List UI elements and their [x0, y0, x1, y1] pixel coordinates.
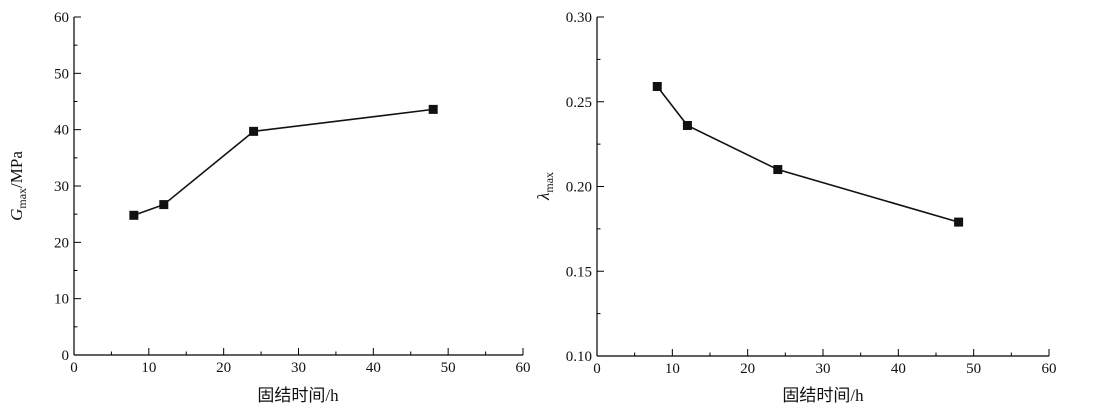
y-axis-subscript-lambda: max [542, 172, 556, 193]
y-axis-title-lambda: λmax [534, 172, 556, 201]
series-line-gmax [133, 108, 434, 217]
y-tick-label-lambda: 0.10 [566, 349, 592, 365]
plot-area-lambda: 0 10 20 30 40 50 60 0.10 0.15 0.20 0.25 0.30 [566, 10, 1057, 377]
x-axis-title-lambda: 固结时间/h [782, 386, 864, 405]
x-tick-label-lambda: 30 [816, 361, 831, 377]
y-axis-title-gmax: Gmax/MPa [7, 151, 29, 221]
data-point-lambda [954, 217, 964, 227]
x-tick-label-gmax: 50 [441, 360, 456, 376]
y-tick-label-gmax: 20 [54, 235, 69, 251]
x-tick-label-gmax: 40 [366, 360, 381, 376]
y-tick-label-gmax: 10 [54, 292, 69, 308]
x-tick-label-gmax: 0 [70, 360, 78, 376]
data-point-lambda [682, 120, 692, 130]
series-line-lambda [656, 86, 959, 223]
data-point-lambda [652, 81, 662, 91]
y-tick-label-gmax: 40 [54, 123, 69, 139]
data-point-gmax [428, 104, 438, 114]
y-tick-label-gmax: 60 [54, 10, 69, 26]
y-tick-label-lambda: 0.30 [566, 10, 592, 26]
y-tick-label-gmax: 50 [54, 66, 69, 82]
x-tick-label-lambda: 40 [891, 361, 906, 377]
data-point-gmax [129, 210, 139, 220]
y-tick-label-lambda: 0.20 [566, 180, 592, 196]
x-tick-label-lambda: 50 [966, 361, 981, 377]
x-axis-title-gmax: 固结时间/h [257, 386, 339, 405]
y-axis-symbol-lambda: λ [534, 193, 553, 201]
y-tick-label-lambda: 0.15 [566, 264, 592, 280]
y-tick-label-gmax: 30 [54, 179, 69, 195]
chart-gmax: 0 10 20 30 40 50 60 0 10 20 30 40 50 60 固结时间/h Gmax/M… [7, 10, 531, 405]
data-point-lambda [773, 165, 783, 175]
chart-lambda: 0 10 20 30 40 50 60 0.10 0.15 0.20 0.25 0.30 固结时间/h… [534, 10, 1057, 405]
data-point-gmax [159, 200, 169, 210]
x-tick-label-gmax: 10 [141, 360, 156, 376]
x-tick-label-gmax: 20 [216, 360, 231, 376]
y-axis-symbol-gmax: G [7, 209, 26, 221]
x-tick-label-lambda: 20 [740, 361, 755, 377]
x-tick-label-gmax: 60 [516, 360, 531, 376]
x-tick-label-gmax: 30 [291, 360, 306, 376]
plot-area-gmax: 0 10 20 30 40 50 60 0 10 20 30 40 50 60 [54, 10, 531, 376]
y-tick-label-lambda: 0.25 [566, 95, 592, 111]
data-point-gmax [249, 126, 259, 136]
x-tick-label-lambda: 10 [665, 361, 680, 377]
x-tick-label-lambda: 0 [593, 361, 601, 377]
x-tick-label-lambda: 60 [1042, 361, 1057, 377]
y-axis-unit-gmax: /MPa [7, 151, 26, 188]
y-tick-label-gmax: 0 [62, 348, 70, 364]
y-axis-subscript-gmax: max [15, 188, 29, 209]
